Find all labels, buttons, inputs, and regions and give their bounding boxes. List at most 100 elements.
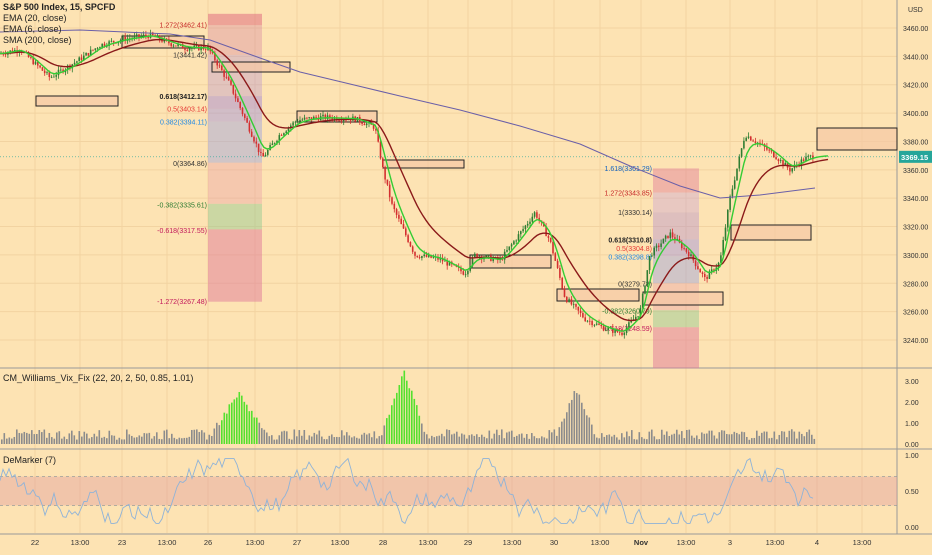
vix-bar-265 bbox=[663, 434, 666, 444]
candle-body-100 bbox=[230, 80, 232, 85]
legend-sma200[interactable]: SMA (200, close) bbox=[3, 35, 72, 45]
legend-ema6[interactable]: EMA (6, close) bbox=[3, 24, 62, 34]
candle-body-299 bbox=[687, 251, 690, 257]
fib-left-label-2: 0.618(3412.17) bbox=[160, 94, 207, 101]
candle-body-224 bbox=[515, 240, 517, 242]
vix-bar-119 bbox=[298, 430, 301, 444]
vix-bar-288 bbox=[721, 430, 723, 444]
candle-body-79 bbox=[181, 44, 184, 49]
candle-body-183 bbox=[421, 256, 423, 258]
vix-bar-143 bbox=[358, 438, 361, 444]
vix-bar-219 bbox=[548, 430, 551, 444]
vix-bar-272 bbox=[681, 431, 683, 444]
candle-body-46 bbox=[106, 46, 108, 47]
vix-bar-43 bbox=[108, 430, 111, 444]
candle-body-243 bbox=[559, 267, 561, 278]
candle-body-105 bbox=[241, 108, 244, 115]
candle-body-157 bbox=[361, 122, 363, 124]
vix-bar-64 bbox=[161, 439, 163, 444]
candle-body-267 bbox=[614, 329, 616, 333]
candle-body-228 bbox=[524, 225, 527, 230]
candle-body-18 bbox=[41, 67, 44, 71]
vix-bar-17 bbox=[43, 429, 46, 444]
vix-bar-186 bbox=[466, 438, 468, 444]
vix-bar-116 bbox=[291, 439, 293, 444]
price-tick-10: 3260.00 bbox=[903, 310, 928, 317]
vix-bar-259 bbox=[648, 431, 651, 444]
candle-body-37 bbox=[85, 52, 87, 56]
x-tick-18: 4 bbox=[815, 538, 819, 547]
vix-bar-32 bbox=[81, 436, 83, 444]
candle-body-70 bbox=[161, 39, 163, 42]
vix-bar-77 bbox=[193, 429, 196, 444]
vix-bar-21 bbox=[53, 438, 56, 444]
candle-body-201 bbox=[462, 271, 465, 275]
vix-bar-308 bbox=[771, 437, 773, 444]
vix-bar-205 bbox=[513, 436, 516, 444]
vix-bar-193 bbox=[483, 436, 486, 444]
vix-histogram bbox=[1, 370, 816, 444]
candle-body-113 bbox=[260, 152, 262, 153]
vix-bar-316 bbox=[791, 429, 793, 444]
vix-bar-267 bbox=[668, 435, 671, 444]
candle-body-13 bbox=[30, 57, 32, 59]
symbol-title: S&P 500 Index, 15, SPCFD bbox=[3, 2, 116, 12]
candle-body-58 bbox=[133, 35, 136, 39]
vix-bar-209 bbox=[523, 437, 526, 444]
vix-bar-69 bbox=[173, 437, 176, 444]
vix-bar-41 bbox=[103, 436, 106, 444]
candle-body-218 bbox=[501, 258, 504, 260]
candle-body-22 bbox=[50, 76, 53, 78]
vix-bar-133 bbox=[333, 437, 336, 444]
candle-body-239 bbox=[549, 237, 552, 242]
candle-body-125 bbox=[287, 127, 290, 132]
demarker-legend[interactable]: DeMarker (7) bbox=[3, 455, 57, 465]
vix-bar-318 bbox=[796, 438, 798, 444]
candle-body-73 bbox=[168, 40, 170, 44]
candle-body-187 bbox=[430, 254, 432, 258]
vix-bar-35 bbox=[88, 438, 91, 444]
vix-bar-26 bbox=[66, 439, 68, 444]
candle-body-171 bbox=[393, 203, 396, 210]
candle-body-278 bbox=[639, 307, 642, 317]
vix-bar-66 bbox=[166, 429, 168, 444]
vix-legend[interactable]: CM_Williams_Vix_Fix (22, 20, 2, 50, 0.85… bbox=[3, 373, 194, 383]
candle-body-172 bbox=[395, 209, 398, 215]
price-tick-5: 3360.00 bbox=[903, 168, 928, 175]
vix-bar-196 bbox=[491, 438, 493, 444]
fib-left-label-4: 0.382(3394.11) bbox=[160, 119, 207, 126]
vix-bar-4 bbox=[11, 438, 13, 444]
vix-bar-19 bbox=[48, 432, 51, 444]
candle-body-114 bbox=[262, 152, 264, 157]
vix-bar-311 bbox=[778, 434, 781, 444]
vix-bar-164 bbox=[411, 390, 413, 444]
candle-body-258 bbox=[593, 324, 596, 326]
vix-bar-108 bbox=[271, 435, 273, 444]
candle-body-247 bbox=[568, 299, 570, 303]
vix-bar-7 bbox=[18, 432, 21, 444]
candle-body-93 bbox=[214, 52, 216, 61]
candle-body-106 bbox=[244, 114, 246, 118]
vix-bar-140 bbox=[351, 437, 353, 444]
vix-bar-221 bbox=[553, 429, 556, 444]
candle-body-184 bbox=[423, 254, 425, 257]
candle-body-98 bbox=[225, 76, 228, 78]
vix-bar-184 bbox=[461, 433, 463, 444]
vix-bar-135 bbox=[338, 437, 341, 444]
x-tick-14: Nov bbox=[634, 538, 649, 547]
x-tick-8: 28 bbox=[379, 538, 387, 547]
candle-body-64 bbox=[147, 36, 149, 38]
vix-bar-301 bbox=[753, 437, 756, 444]
candle-body-240 bbox=[552, 241, 554, 254]
candle-body-74 bbox=[170, 43, 172, 46]
vix-bar-252 bbox=[631, 430, 633, 444]
candle-body-16 bbox=[37, 61, 39, 66]
candle-body-109 bbox=[250, 131, 253, 137]
x-tick-4: 26 bbox=[204, 538, 212, 547]
candle-body-281 bbox=[646, 270, 649, 286]
candle-body-178 bbox=[409, 242, 412, 247]
legend-ema20[interactable]: EMA (20, close) bbox=[3, 13, 67, 23]
vix-bar-158 bbox=[396, 392, 398, 444]
candle-body-306 bbox=[704, 273, 706, 277]
fib-left-zone-0 bbox=[208, 13, 262, 26]
